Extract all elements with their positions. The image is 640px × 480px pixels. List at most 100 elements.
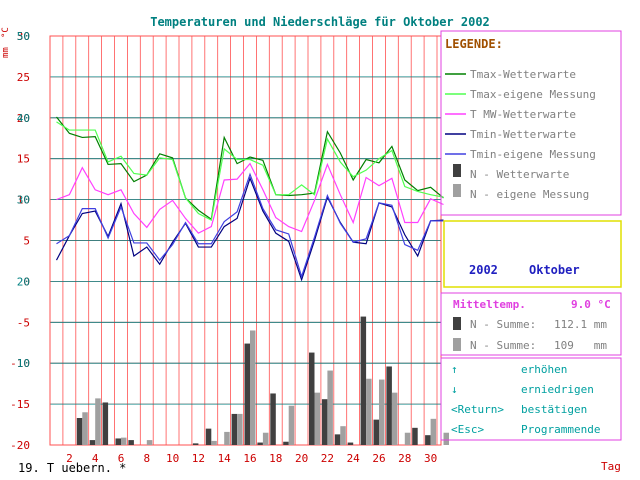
key-up-action: erhöhen xyxy=(521,363,567,376)
legend-heading: LEGENDE: xyxy=(445,37,503,51)
precip-bar xyxy=(211,440,217,445)
date-box xyxy=(443,220,622,288)
precip-bar xyxy=(347,442,354,445)
x-axis-label: Tag xyxy=(601,460,621,473)
temp-series-line xyxy=(56,172,444,279)
temp-tick-label: 25 xyxy=(17,71,30,84)
precip-bar xyxy=(386,366,392,445)
precip-bar xyxy=(250,330,256,445)
temp-tick-label: 20 xyxy=(17,112,30,125)
precip-tick-label: 30 xyxy=(17,194,30,207)
x-tick-label: 16 xyxy=(243,452,256,465)
precip-bar xyxy=(115,438,121,445)
x-tick-label: 14 xyxy=(218,452,232,465)
temp-tick-label: 10 xyxy=(17,194,30,207)
date-year: 2002 xyxy=(469,263,498,277)
x-tick-label: 28 xyxy=(398,452,411,465)
x-tick-label: 10 xyxy=(166,452,179,465)
key-esc-action: Programmende xyxy=(521,423,600,436)
precip-bar xyxy=(309,352,315,445)
precip-bar xyxy=(321,399,328,445)
legend-label: Tmin-eigene Messung xyxy=(470,148,596,161)
precip-bar xyxy=(314,392,320,445)
precip-bar xyxy=(391,392,398,445)
x-tick-label: 26 xyxy=(372,452,385,465)
sum-eigene-swatch xyxy=(453,338,461,351)
temp-tick-label: -15 xyxy=(10,398,30,411)
key-return[interactable]: <Return> bestätigen xyxy=(451,403,587,416)
precip-bar xyxy=(102,402,109,445)
legend-label: Tmax-eigene Messung xyxy=(470,88,596,101)
precip-bar xyxy=(76,418,83,445)
x-tick-label: 12 xyxy=(192,452,205,465)
temp-tick-label: -5 xyxy=(17,316,30,329)
sum-wetterwarte-label: N - Summe: xyxy=(470,318,536,331)
precip-bar xyxy=(95,398,101,445)
x-tick-label: 4 xyxy=(92,452,99,465)
precip-tick-label: 40 xyxy=(17,112,30,125)
key-up-label: ↑ xyxy=(451,363,458,376)
legend-box xyxy=(440,30,622,216)
precip-bar xyxy=(373,419,379,445)
legend-label: N - Wetterwarte xyxy=(470,168,569,181)
legend-items: Tmax-Wetterwarte Tmax-eigene Messung T MW-… xyxy=(445,68,596,201)
legend-label: Tmax-Wetterwarte xyxy=(470,68,576,81)
date-month: Oktober xyxy=(529,263,580,277)
x-tick-label: 20 xyxy=(295,452,308,465)
temperature-lines xyxy=(55,116,444,282)
x-tick-labels: 2 4 6 8 10 12 14 16 18 20 22 24 26 28 30 xyxy=(66,452,437,465)
x-tick-label: 2 xyxy=(66,452,73,465)
key-esc-label: <Esc> xyxy=(451,423,484,436)
key-up[interactable]: ↑ erhöhen xyxy=(451,363,567,376)
legend-bar-swatch xyxy=(453,164,461,177)
precip-bar xyxy=(443,432,449,445)
key-down[interactable]: ↓ erniedrigen xyxy=(451,383,594,396)
x-tick-label: 30 xyxy=(424,452,437,465)
precip-bar xyxy=(366,378,372,445)
precip-bar xyxy=(262,432,269,445)
sum-eigene-value: 109 mm xyxy=(554,339,607,352)
sum-eigene-label: N - Summe: xyxy=(470,339,536,352)
precip-bar xyxy=(237,413,243,445)
precip-bar xyxy=(146,440,153,445)
temp-tick-label: -20 xyxy=(10,439,30,452)
precip-bar xyxy=(257,442,263,445)
temp-tick-label: 0 xyxy=(23,275,30,288)
precip-bar xyxy=(192,443,199,445)
celsius-axis-label: °C xyxy=(1,27,11,38)
stats-box xyxy=(440,292,622,356)
precip-tick-label: 20 xyxy=(17,275,30,288)
sum-wetterwarte-value: 112.1 mm xyxy=(554,318,607,331)
x-tick-label: 6 xyxy=(118,452,125,465)
mm-axis-label: mm xyxy=(1,47,11,58)
keys-box xyxy=(440,357,622,441)
precipitation-bars xyxy=(76,316,449,445)
x-tick-label: 24 xyxy=(347,452,361,465)
temp-tick-label: 5 xyxy=(23,235,30,248)
precip-bar xyxy=(334,434,341,445)
mean-temp-label: Mitteltemp. xyxy=(453,298,526,311)
precip-bar xyxy=(231,413,238,445)
precip-tick-label: 50 xyxy=(17,30,30,43)
precip-bar xyxy=(224,431,230,445)
key-down-action: erniedrigen xyxy=(521,383,594,396)
temp-tick-label: -10 xyxy=(10,357,30,370)
temp-tick-label: 30 xyxy=(17,30,30,43)
precip-tick-label: 10 xyxy=(17,357,30,370)
key-down-label: ↓ xyxy=(451,383,458,396)
legend-label: T MW-Wetterwarte xyxy=(470,108,576,121)
precip-bar xyxy=(430,418,437,445)
key-esc[interactable]: <Esc> Programmende xyxy=(451,423,600,436)
status-line: 19. T uebern. * xyxy=(18,461,126,475)
temp-series-line xyxy=(56,121,444,221)
precip-bar xyxy=(379,379,385,445)
key-return-label: <Return> xyxy=(451,403,504,416)
precip-bar xyxy=(205,428,212,445)
x-tick-label: 8 xyxy=(143,452,150,465)
precip-bar xyxy=(360,316,367,445)
x-tick-label: 18 xyxy=(269,452,282,465)
key-return-action: bestätigen xyxy=(521,403,587,416)
mean-temp-value: 9.0 °C xyxy=(571,298,611,311)
